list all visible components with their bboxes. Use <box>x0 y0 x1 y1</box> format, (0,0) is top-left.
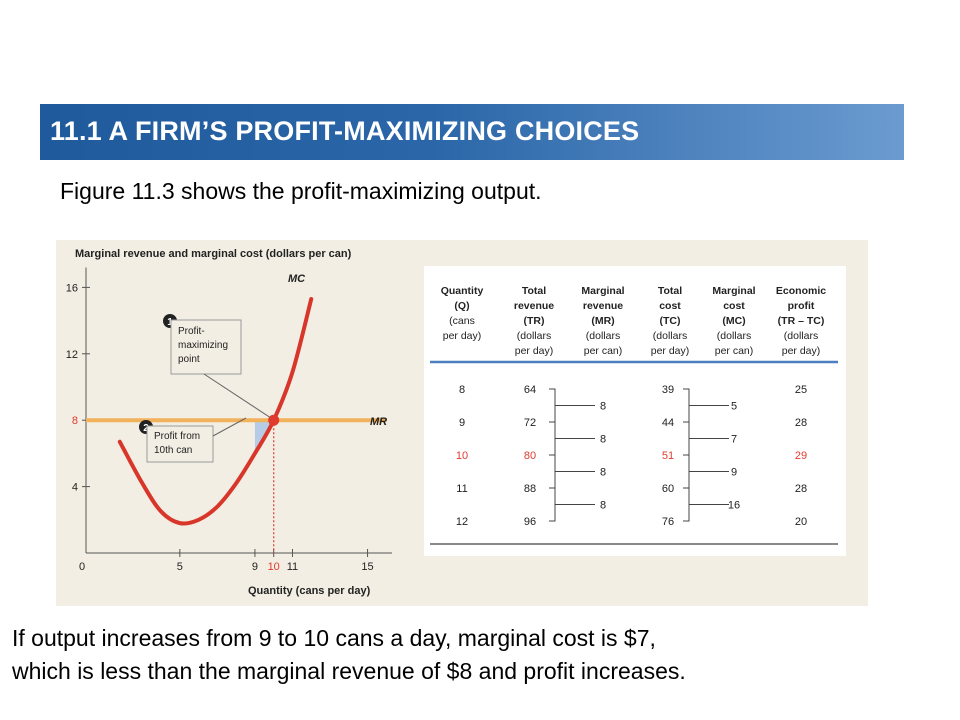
callout-2-box <box>146 425 214 463</box>
callout-1-leader <box>203 373 270 418</box>
table-cell-total-revenue: 88 <box>524 483 536 495</box>
y-tick-label: 12 <box>66 349 78 361</box>
table-header-col-1: revenue <box>514 300 554 312</box>
table-cell-marginal-cost: 5 <box>731 401 737 413</box>
callout-2-leader <box>212 417 247 437</box>
profit-area <box>254 420 274 454</box>
page-title: 11.1 A FIRM’S PROFIT-MAXIMIZING CHOICES <box>50 116 640 146</box>
table-header-col-1: (dollars <box>517 330 551 342</box>
table-header-col-5: profit <box>788 300 815 312</box>
footer-text: If output increases from 9 to 10 cans a … <box>12 622 686 688</box>
table-cell-marginal-cost: 9 <box>731 467 737 479</box>
table-header-col-3: Total <box>658 285 682 297</box>
table-header-col-0: Quantity <box>441 285 484 297</box>
mc-curve <box>117 297 314 526</box>
table-cell-total-revenue: 96 <box>524 516 536 528</box>
table-cell-total-revenue: 72 <box>524 417 536 429</box>
figure-svg: Marginal revenue and marginal cost (doll… <box>66 248 846 597</box>
table-cell-economic-profit: 29 <box>795 450 807 462</box>
y-tick-label: 4 <box>72 482 78 494</box>
table-cell-quantity: 8 <box>459 384 465 396</box>
x-tick-label: 11 <box>287 561 298 573</box>
mr-label: MR <box>370 416 387 428</box>
table-header-col-2: (MR) <box>591 315 614 327</box>
table-header-col-1: per day) <box>515 345 554 357</box>
callout-1-text: point <box>178 354 200 365</box>
table-header-col-5: (dollars <box>784 330 818 342</box>
table-header-col-4: cost <box>723 300 745 312</box>
callout-2-text: 10th can <box>154 445 192 456</box>
table-header-col-0: per day) <box>443 330 482 342</box>
table-cell-marginal-revenue: 8 <box>600 500 606 512</box>
callout-1-number: 1 <box>167 317 173 328</box>
table-header-col-0: (cans <box>449 315 475 327</box>
table-header-col-5: per day) <box>782 345 821 357</box>
table-header-col-0: (Q) <box>454 300 469 312</box>
x-axis-label: Quantity (cans per day) <box>248 585 371 597</box>
table-cell-economic-profit: 28 <box>795 417 807 429</box>
y-tick-label: 8 <box>72 415 78 427</box>
table-header-col-1: Total <box>522 285 546 297</box>
x-tick-label: 5 <box>177 561 183 573</box>
table-header-col-3: cost <box>659 300 681 312</box>
table-header-col-2: Marginal <box>581 285 624 297</box>
table-cell-total-cost: 39 <box>662 384 674 396</box>
table-cell-quantity: 11 <box>456 483 467 495</box>
callout-1-text: Profit- <box>178 326 205 337</box>
mc-label: MC <box>288 273 306 285</box>
table-header-col-4: (MC) <box>722 315 745 327</box>
callout-1-box <box>170 319 242 375</box>
x-tick-label: 10 <box>268 561 280 573</box>
table-header-col-2: (dollars <box>586 330 620 342</box>
table-cell-total-cost: 51 <box>662 450 674 462</box>
table-header-col-5: (TR – TC) <box>778 315 825 327</box>
table-cell-quantity: 12 <box>456 516 468 528</box>
table-cell-marginal-revenue: 8 <box>600 401 606 413</box>
table-header-col-3: per day) <box>651 345 690 357</box>
table-cell-economic-profit: 25 <box>795 384 807 396</box>
y-axis-label: Marginal revenue and marginal cost (doll… <box>75 248 352 260</box>
x-tick-label: 15 <box>361 561 373 573</box>
table-cell-marginal-revenue: 8 <box>600 434 606 446</box>
table-cell-economic-profit: 20 <box>795 516 807 528</box>
table-cell-quantity: 10 <box>456 450 468 462</box>
table-cell-marginal-cost: 16 <box>728 500 740 512</box>
callout-1-text: maximizing <box>178 340 228 351</box>
table-card <box>424 266 846 556</box>
table-cell-total-cost: 44 <box>662 417 674 429</box>
table-header-col-3: (dollars <box>653 330 687 342</box>
table-cell-total-revenue: 80 <box>524 450 536 462</box>
footer-line-2: which is less than the marginal revenue … <box>12 658 686 684</box>
table-header-col-1: (TR) <box>524 315 545 327</box>
table-header-col-2: revenue <box>583 300 623 312</box>
table-header-col-5: Economic <box>776 285 826 297</box>
table-cell-economic-profit: 28 <box>795 483 807 495</box>
table-header-col-2: per can) <box>584 345 623 357</box>
title-banner <box>40 104 904 160</box>
table-header-col-4: per can) <box>715 345 754 357</box>
table-cell-total-revenue: 64 <box>524 384 536 396</box>
y-tick-label: 16 <box>66 282 78 294</box>
callout-2-text: Profit from <box>154 431 200 442</box>
table-cell-marginal-cost: 7 <box>731 434 737 446</box>
footer-line-1: If output increases from 9 to 10 cans a … <box>12 625 656 651</box>
table-cell-quantity: 9 <box>459 417 465 429</box>
profit-max-point <box>268 414 280 426</box>
subtitle: Figure 11.3 shows the profit-maximizing … <box>60 178 542 204</box>
table-cell-marginal-revenue: 8 <box>600 467 606 479</box>
table-header-col-3: (TC) <box>660 315 681 327</box>
callout-2-number: 2 <box>143 423 149 434</box>
table-cell-total-cost: 76 <box>662 516 674 528</box>
table-cell-total-cost: 60 <box>662 483 674 495</box>
table-header-col-4: (dollars <box>717 330 751 342</box>
x-tick-label: 9 <box>252 561 258 573</box>
x-tick-label: 0 <box>79 561 85 573</box>
figure-panel: Marginal revenue and marginal cost (doll… <box>56 240 868 606</box>
table-header-col-4: Marginal <box>712 285 755 297</box>
